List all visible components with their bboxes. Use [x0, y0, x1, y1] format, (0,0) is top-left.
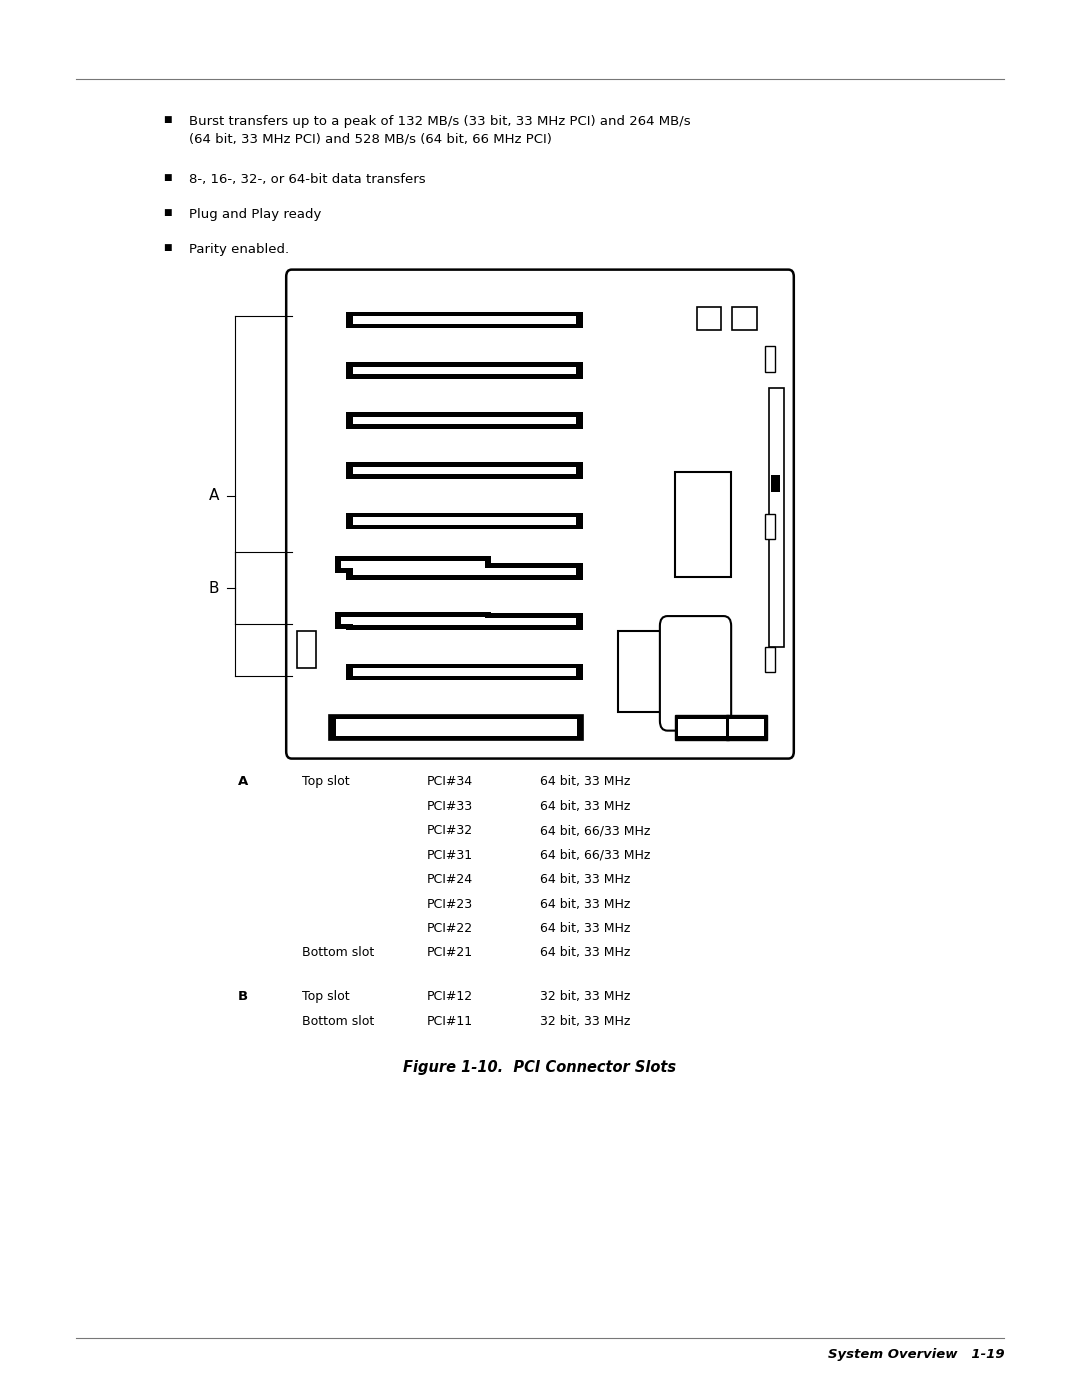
Text: Bottom slot: Bottom slot [302, 947, 375, 960]
Bar [353, 416, 576, 425]
Bar [346, 664, 583, 680]
Bar [353, 517, 576, 525]
Bar [346, 412, 583, 429]
Text: PCI#33: PCI#33 [427, 799, 473, 813]
Bar [346, 563, 583, 580]
Text: 64 bit, 66/33 MHz: 64 bit, 66/33 MHz [540, 824, 650, 837]
Bar [726, 715, 767, 740]
Text: 64 bit, 33 MHz: 64 bit, 33 MHz [540, 775, 631, 788]
Text: 8-, 16-, 32-, or 64-bit data transfers: 8-, 16-, 32-, or 64-bit data transfers [189, 173, 426, 186]
Bar [346, 462, 583, 479]
Bar [336, 719, 577, 736]
Text: 64 bit, 33 MHz: 64 bit, 33 MHz [540, 947, 631, 960]
Text: Figure 1-10.  PCI Connector Slots: Figure 1-10. PCI Connector Slots [404, 1060, 676, 1076]
Text: PCI#21: PCI#21 [427, 947, 473, 960]
Text: 64 bit, 33 MHz: 64 bit, 33 MHz [540, 873, 631, 886]
FancyBboxPatch shape [660, 616, 731, 731]
Bar [346, 613, 583, 630]
Bar [678, 719, 726, 736]
Bar [346, 513, 583, 529]
Text: 32 bit, 33 MHz: 32 bit, 33 MHz [540, 990, 631, 1003]
Text: 32 bit, 33 MHz: 32 bit, 33 MHz [540, 1016, 631, 1028]
Text: Top slot: Top slot [302, 775, 350, 788]
Bar [353, 668, 576, 676]
Text: ■: ■ [163, 115, 172, 123]
Bar [353, 467, 576, 475]
Text: Burst transfers up to a peak of 132 MB/s (33 bit, 33 MHz PCI) and 264 MB/s
(64 b: Burst transfers up to a peak of 132 MB/s… [189, 115, 690, 145]
Text: System Overview   1-19: System Overview 1-19 [827, 1348, 1004, 1361]
Text: PCI#11: PCI#11 [427, 1016, 473, 1028]
Bar [769, 388, 784, 647]
Text: B: B [208, 581, 219, 595]
Text: ■: ■ [163, 208, 172, 217]
Text: PCI#23: PCI#23 [427, 898, 473, 911]
Text: A: A [208, 489, 219, 503]
Bar [765, 647, 775, 672]
Text: PCI#34: PCI#34 [427, 775, 473, 788]
Bar [341, 616, 485, 624]
Bar [675, 472, 731, 577]
Bar [765, 514, 775, 539]
Bar [353, 366, 576, 374]
Bar [346, 312, 583, 328]
Bar [353, 567, 576, 576]
Bar [771, 475, 780, 492]
Bar [329, 715, 583, 740]
Text: ■: ■ [163, 173, 172, 182]
Text: Plug and Play ready: Plug and Play ready [189, 208, 322, 221]
Bar [618, 631, 672, 712]
Text: 64 bit, 33 MHz: 64 bit, 33 MHz [540, 799, 631, 813]
Text: PCI#12: PCI#12 [427, 990, 473, 1003]
Bar [353, 316, 576, 324]
Text: PCI#32: PCI#32 [427, 824, 473, 837]
Bar [341, 560, 485, 569]
Text: B: B [238, 990, 247, 1003]
FancyBboxPatch shape [286, 270, 794, 759]
Text: PCI#31: PCI#31 [427, 849, 473, 862]
Text: ■: ■ [163, 243, 172, 251]
Bar [297, 631, 316, 668]
Bar [353, 617, 576, 626]
Text: Top slot: Top slot [302, 990, 350, 1003]
Text: 64 bit, 33 MHz: 64 bit, 33 MHz [540, 898, 631, 911]
Text: 64 bit, 33 MHz: 64 bit, 33 MHz [540, 922, 631, 935]
Bar [732, 307, 757, 330]
Bar [675, 715, 729, 740]
Bar [765, 346, 775, 372]
Text: A: A [238, 775, 247, 788]
Bar [729, 719, 764, 736]
Bar [346, 362, 583, 379]
Text: PCI#24: PCI#24 [427, 873, 473, 886]
Bar [335, 556, 491, 573]
Bar [697, 307, 721, 330]
Bar [335, 612, 491, 629]
Text: Parity enabled.: Parity enabled. [189, 243, 289, 256]
Text: PCI#22: PCI#22 [427, 922, 473, 935]
Text: 64 bit, 66/33 MHz: 64 bit, 66/33 MHz [540, 849, 650, 862]
Text: Bottom slot: Bottom slot [302, 1016, 375, 1028]
